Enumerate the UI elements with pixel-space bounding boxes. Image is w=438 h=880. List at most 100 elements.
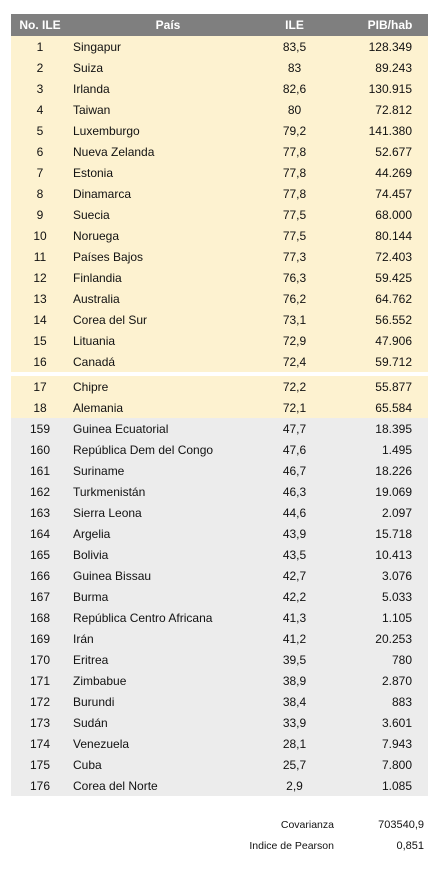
country-cell: Argelia [73, 526, 111, 541]
country-cell: Eritrea [73, 652, 109, 667]
rank-cell: 17 [33, 379, 47, 394]
ile-cell: 76,2 [282, 291, 307, 306]
ile-cell: 2,9 [286, 778, 303, 793]
ile-cell: 77,5 [282, 228, 307, 243]
table-row: 174 Venezuela 28,1 7.943 [11, 733, 428, 754]
table-row: 6 Nueva Zelanda 77,8 52.677 [11, 141, 428, 162]
rank-cell: 4 [36, 102, 44, 117]
table-row: 168 República Centro Africana 41,3 1.105 [11, 607, 428, 628]
covariance-label: Covarianza [280, 819, 334, 831]
pib-cell: 130.915 [368, 81, 412, 96]
rank-cell: 168 [29, 610, 51, 625]
table-row: 172 Burundi 38,4 883 [11, 691, 428, 712]
country-cell: Singapur [73, 39, 122, 54]
country-cell: Turkmenistán [73, 484, 146, 499]
rank-cell: 161 [29, 463, 51, 478]
country-cell: Corea del Norte [73, 778, 158, 793]
header-no: No. ILE [19, 18, 61, 32]
table-row: 159 Guinea Ecuatorial 47,7 18.395 [11, 418, 428, 439]
ile-cell: 25,7 [282, 757, 307, 772]
ile-cell: 72,2 [282, 379, 307, 394]
rank-cell: 166 [29, 568, 51, 583]
pib-cell: 74.457 [375, 186, 412, 201]
pib-cell: 2.870 [381, 673, 412, 688]
pib-cell: 2.097 [381, 505, 412, 520]
pib-cell: 15.718 [375, 526, 412, 541]
rank-cell: 1 [36, 39, 44, 54]
country-cell: República Dem del Congo [73, 442, 214, 457]
rank-cell: 9 [36, 207, 44, 222]
covariance-row: Covarianza 703540,9 [0, 819, 438, 833]
rank-cell: 175 [29, 757, 51, 772]
country-cell: Sierra Leona [73, 505, 142, 520]
rank-cell: 170 [29, 652, 51, 667]
pib-cell: 3.601 [381, 715, 412, 730]
rank-cell: 8 [36, 186, 44, 201]
ile-cell: 83,5 [282, 39, 307, 54]
pib-cell: 128.349 [368, 39, 412, 54]
country-cell: Nueva Zelanda [73, 144, 155, 159]
covariance-value: 703540,9 [378, 819, 424, 831]
rank-cell: 159 [29, 421, 51, 436]
table-row: 161 Suriname 46,7 18.226 [11, 460, 428, 481]
ile-cell: 39,5 [282, 652, 307, 667]
ile-cell: 77,3 [282, 249, 307, 264]
pib-cell: 7.800 [381, 757, 412, 772]
table-row: 7 Estonia 77,8 44.269 [11, 162, 428, 183]
table-row: 13 Australia 76,2 64.762 [11, 288, 428, 309]
country-cell: Luxemburgo [73, 123, 140, 138]
country-cell: Zimbabue [73, 673, 127, 688]
pib-cell: 1.105 [381, 610, 412, 625]
country-cell: Taiwan [73, 102, 111, 117]
country-cell: Burma [73, 589, 109, 604]
pib-cell: 52.677 [375, 144, 412, 159]
table-row: 17 Chipre 72,2 55.877 [11, 376, 428, 397]
ile-cell: 43,9 [282, 526, 307, 541]
country-cell: Irán [73, 631, 94, 646]
table-row: 163 Sierra Leona 44,6 2.097 [11, 502, 428, 523]
table-row: 4 Taiwan 80 72.812 [11, 99, 428, 120]
top-group: 1 Singapur 83,5 128.349 2 Suiza 83 89.243 3 Irlan… [11, 36, 428, 372]
country-cell: Corea del Sur [73, 312, 148, 327]
pib-cell: 3.076 [381, 568, 412, 583]
pib-cell: 1.085 [381, 778, 412, 793]
rank-cell: 7 [36, 165, 44, 180]
ile-cell: 80 [287, 102, 302, 117]
table-row: 16 Canadá 72,4 59.712 [11, 351, 428, 372]
ile-cell: 77,8 [282, 144, 307, 159]
pib-cell: 89.243 [375, 60, 412, 75]
table-row: 175 Cuba 25,7 7.800 [11, 754, 428, 775]
country-cell: Guinea Ecuatorial [73, 421, 169, 436]
table-row: 9 Suecia 77,5 68.000 [11, 204, 428, 225]
country-cell: Suiza [73, 60, 104, 75]
bottom-group: 159 Guinea Ecuatorial 47,7 18.395 160 Repúbli… [11, 418, 428, 796]
rank-cell: 10 [33, 228, 47, 243]
pib-cell: 68.000 [375, 207, 412, 222]
country-cell: Sudán [73, 715, 108, 730]
country-cell: Guinea Bissau [73, 568, 152, 583]
rank-cell: 5 [36, 123, 44, 138]
pib-cell: 47.906 [375, 333, 412, 348]
rank-cell: 15 [33, 333, 47, 348]
rank-cell: 160 [29, 442, 51, 457]
ile-cell: 47,7 [282, 421, 307, 436]
ile-cell: 77,8 [282, 165, 307, 180]
header-ile: ILE [285, 18, 304, 32]
group-separator [11, 372, 428, 376]
table-row: 14 Corea del Sur 73,1 56.552 [11, 309, 428, 330]
pib-cell: 56.552 [375, 312, 412, 327]
pib-cell: 72.812 [375, 102, 412, 117]
ile-cell: 82,6 [282, 81, 307, 96]
rank-cell: 174 [29, 736, 51, 751]
ile-cell: 33,9 [282, 715, 307, 730]
rank-cell: 172 [29, 694, 51, 709]
country-cell: Suecia [73, 207, 110, 222]
pib-cell: 19.069 [375, 484, 412, 499]
country-cell: Burundi [73, 694, 115, 709]
ile-cell: 38,9 [282, 673, 307, 688]
rank-cell: 6 [36, 144, 44, 159]
table-row: 18 Alemania 72,1 65.584 [11, 397, 428, 418]
country-cell: Bolivia [73, 547, 109, 562]
ile-cell: 72,4 [282, 354, 307, 369]
pib-cell: 59.425 [375, 270, 412, 285]
